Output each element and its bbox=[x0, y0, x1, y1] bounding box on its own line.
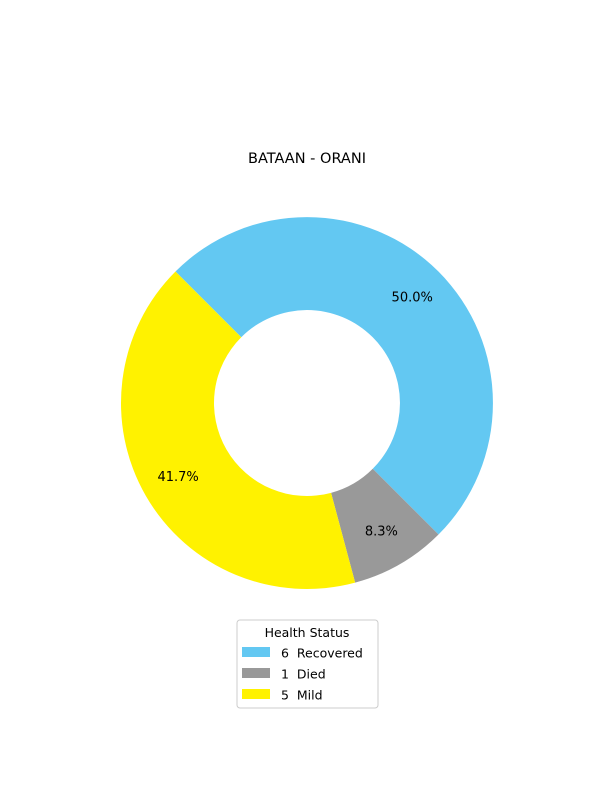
legend-swatch-recovered bbox=[242, 647, 270, 657]
legend-label-recovered: 6 Recovered bbox=[281, 646, 363, 661]
chart-title: BATAAN - ORANI bbox=[248, 151, 366, 167]
legend-title: Health Status bbox=[265, 625, 350, 640]
percent-label-recovered: 50.0% bbox=[392, 290, 433, 305]
legend-label-mild: 5 Mild bbox=[281, 688, 323, 703]
slice-mild bbox=[120, 271, 356, 590]
percent-label-mild: 41.7% bbox=[157, 470, 198, 485]
percent-labels: 50.0% 8.3% 41.7% bbox=[157, 290, 432, 539]
legend-swatch-died bbox=[242, 668, 270, 678]
slice-recovered bbox=[175, 217, 493, 535]
donut-slices bbox=[120, 217, 493, 590]
legend-label-died: 1 Died bbox=[281, 667, 326, 682]
legend-frame bbox=[236, 619, 379, 709]
percent-label-died: 8.3% bbox=[365, 524, 398, 539]
legend: Health Status 6 Recovered 1 Died 5 Mild bbox=[236, 619, 379, 709]
legend-swatch-mild bbox=[242, 689, 270, 699]
legend-items: 6 Recovered 1 Died 5 Mild bbox=[242, 646, 363, 703]
slice-died bbox=[331, 468, 439, 583]
